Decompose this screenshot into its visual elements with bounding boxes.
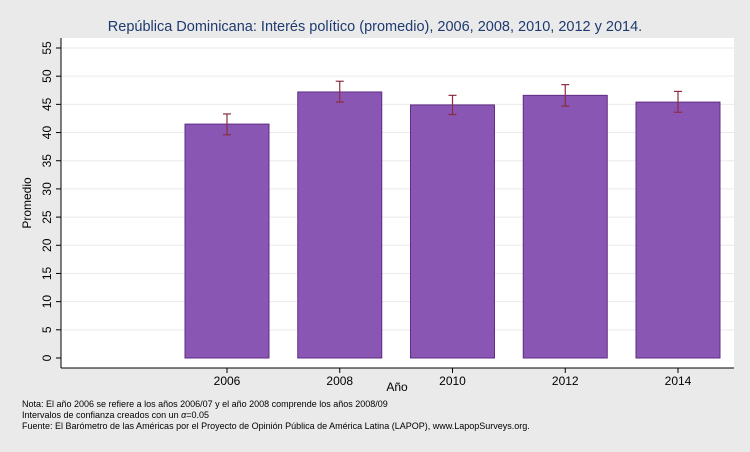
chart-title: República Dominicana: Interés político (… <box>108 19 642 35</box>
bar-2008 <box>297 91 383 359</box>
bar-2006 <box>184 123 270 359</box>
error-bar-2014 <box>674 90 682 113</box>
note-line: Nota: El año 2006 se refiere a los años … <box>22 399 388 409</box>
bars <box>184 91 721 359</box>
error-bar-2012 <box>561 84 570 107</box>
x-tick-label: 2010 <box>439 374 466 388</box>
y-tick-label: 40 <box>40 126 54 140</box>
gridlines <box>62 47 734 331</box>
confidence-note: Intervalos de confianza creados con un α… <box>22 410 530 421</box>
bar-2014 <box>635 101 721 359</box>
y-tick-label: 10 <box>40 295 54 309</box>
y-tick-label: 45 <box>40 97 54 111</box>
alpha-symbol: α <box>181 410 187 420</box>
confidence-note-text: Intervalos de confianza creados con un <box>22 410 182 420</box>
error-bars <box>223 80 682 136</box>
y-tick-label: 20 <box>40 238 54 252</box>
x-tick-label: 2014 <box>665 374 692 388</box>
y-tick-label: 15 <box>40 266 54 280</box>
y-tick-label: 25 <box>40 210 54 224</box>
x-tick-label: 2006 <box>214 374 241 388</box>
bar-2012 <box>522 94 608 359</box>
x-axis-label: Año <box>386 380 408 394</box>
source-note: Fuente: El Barómetro de las Américas por… <box>22 421 530 431</box>
y-tick-label: 30 <box>40 182 54 196</box>
y-axis-label: Promedio <box>20 177 34 229</box>
y-tick-label: 0 <box>40 354 54 361</box>
x-tick-label: 2012 <box>552 374 579 388</box>
error-bar-2010 <box>448 94 457 116</box>
y-tick-label: 5 <box>40 326 54 333</box>
error-bar-2008 <box>335 80 344 103</box>
x-tick-label: 2008 <box>326 374 353 388</box>
y-axis-ticks: 0 5 10 15 20 25 30 35 40 45 50 55 <box>40 41 61 361</box>
confidence-note-value: =0.05 <box>186 410 210 420</box>
y-tick-label: 55 <box>40 41 54 55</box>
y-tick-label: 35 <box>40 154 54 168</box>
bar-2010 <box>410 104 495 359</box>
plot-area <box>61 38 734 368</box>
error-bar-2006 <box>223 113 231 136</box>
y-tick-label: 50 <box>40 69 54 83</box>
x-axis-ticks: 2006 2008 2010 2012 2014 <box>214 368 692 388</box>
chart-notes: Nota: El año 2006 se refiere a los años … <box>22 399 530 432</box>
